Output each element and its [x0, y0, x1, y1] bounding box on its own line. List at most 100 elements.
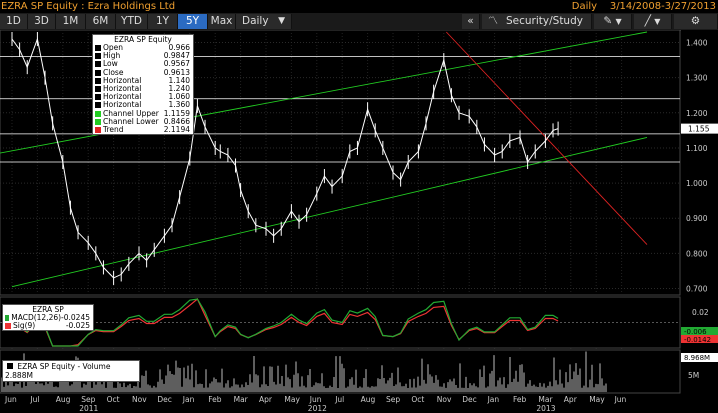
- security-study-button[interactable]: 〽 Security/Study: [482, 14, 592, 29]
- price-legend-label: Horizontal: [103, 83, 142, 93]
- month-tick-label: Mar: [234, 395, 249, 404]
- price-legend-row: Horizontal 1.140: [93, 75, 193, 85]
- price-legend-value: 1.140: [168, 75, 190, 85]
- macd-legend-label: Sig(9): [13, 321, 36, 331]
- legend-swatch: [95, 69, 101, 76]
- price-legend-value: 0.8466: [163, 116, 190, 126]
- month-tick-label: Oct: [411, 395, 424, 404]
- month-tick-label: May: [589, 395, 605, 404]
- month-tick-label: May: [284, 395, 300, 404]
- settings-button[interactable]: ⚙: [674, 14, 718, 29]
- double-chevron-left-icon: «: [467, 15, 474, 27]
- toolbar: 1D 3D 1M 6M YTD 1Y 5Y Max Daily ▼ « 〽 Se…: [0, 13, 718, 31]
- security-study-label: Security/Study: [506, 15, 583, 27]
- chevron-down-icon: ▼: [278, 16, 285, 26]
- collapse-button[interactable]: «: [462, 14, 480, 29]
- price-legend-value: 1.240: [168, 83, 190, 93]
- legend-swatch: [95, 77, 101, 84]
- range-button-ytd[interactable]: YTD: [116, 14, 148, 29]
- gear-icon: ⚙: [690, 15, 701, 27]
- price-legend: EZRA SP Equity Open 0.966 High 0.9847 Low 0.9…: [92, 34, 194, 136]
- year-tick-label: 2012: [308, 404, 327, 413]
- annotate-dropdown-icon: ▼: [654, 17, 661, 26]
- price-legend-row: Horizontal 1.240: [93, 83, 193, 93]
- month-tick-label: Jan: [487, 395, 500, 404]
- price-legend-value: 1.1159: [163, 108, 190, 118]
- month-tick-label: Jun: [4, 395, 17, 404]
- price-tick-label: 1.100: [686, 144, 708, 153]
- last-price-tag: [681, 123, 718, 134]
- volume-legend: EZRA SP Equity - Volume 2.888M: [2, 360, 140, 382]
- volume-legend-label: EZRA SP Equity - Volume: [17, 362, 111, 371]
- channel-lower-line: [11, 136, 648, 288]
- last-price-label: 1.155: [688, 125, 710, 134]
- price-legend-label: High: [103, 51, 121, 61]
- range-button-max[interactable]: Max: [208, 14, 236, 29]
- price-legend-label: Open: [103, 43, 124, 52]
- month-tick-label: Feb: [513, 395, 527, 404]
- macd-legend-row: Sig(9) -0.025: [3, 321, 93, 331]
- price-legend-value: 0.9567: [163, 59, 190, 69]
- month-tick-label: Aug: [56, 395, 71, 404]
- month-tick-label: Apr: [564, 395, 578, 404]
- price-legend-value: 1.360: [168, 100, 190, 110]
- range-button-6m[interactable]: 6M: [86, 14, 116, 29]
- price-legend-row: Horizontal 1.360: [93, 101, 193, 109]
- frequency-dropdown[interactable]: Daily ▼: [236, 14, 292, 29]
- range-button-1m[interactable]: 1M: [56, 14, 86, 29]
- macd-legend-row: MACD(12,26) -0.0245: [3, 313, 93, 322]
- volume-swatch: [7, 363, 13, 369]
- chart-study-icon: 〽: [488, 16, 498, 27]
- price-legend-label: Horizontal: [103, 92, 142, 102]
- macd-legend: EZRA SP MACD(12,26) -0.0245 Sig(9) -0.025: [2, 304, 94, 332]
- volume-legend-value: 2.888M: [5, 371, 33, 380]
- trend-line: [446, 31, 648, 245]
- volume-last-tag: [681, 353, 718, 362]
- macd-line: [11, 298, 559, 347]
- month-tick-label: Apr: [259, 395, 273, 404]
- legend-swatch: [95, 86, 101, 93]
- reference-lines: [0, 31, 680, 288]
- price-legend-value: 0.9613: [163, 67, 190, 77]
- range-button-1d[interactable]: 1D: [0, 14, 28, 29]
- price-tick-label: 0.900: [686, 214, 708, 223]
- year-tick-label: 2011: [79, 404, 98, 413]
- price-legend-row: Trend 2.1194: [93, 124, 193, 134]
- frequency-value: Daily: [242, 15, 269, 27]
- pencil-icon: ✎: [603, 15, 613, 27]
- volume-tick-label: 5M: [688, 371, 699, 380]
- price-legend-label: Channel Upper: [103, 108, 159, 118]
- macd-pane: 0.02 -0.006-0.0142: [0, 296, 718, 349]
- month-tick-label: Sep: [81, 395, 95, 404]
- month-tick-label: Jul: [29, 395, 39, 404]
- legend-swatch: [5, 315, 10, 322]
- month-tick-label: Feb: [208, 395, 222, 404]
- price-legend-value: 2.1194: [163, 124, 190, 134]
- range-button-5y[interactable]: 5Y: [178, 14, 208, 29]
- price-bars: [11, 32, 559, 285]
- price-legend-row: Open 0.966: [93, 43, 193, 52]
- legend-swatch: [95, 110, 101, 117]
- month-tick-label: Jul: [334, 395, 344, 404]
- price-legend-value: 0.966: [168, 43, 190, 52]
- price-legend-label: Channel Lower: [103, 116, 159, 126]
- macd-legend-label: MACD(12,26): [11, 313, 62, 322]
- price-legend-value: 0.9847: [163, 51, 190, 61]
- price-tick-label: 1.400: [686, 39, 708, 48]
- price-tick-label: 1.000: [686, 179, 708, 188]
- price-tick-label: 1.200: [686, 109, 708, 118]
- legend-swatch: [95, 94, 101, 101]
- legend-swatch: [95, 61, 101, 68]
- legend-swatch: [95, 45, 101, 52]
- annotate-button[interactable]: ╱ ▼: [634, 14, 672, 29]
- price-legend-row: High 0.9847: [93, 51, 193, 61]
- year-tick-label: 2013: [536, 404, 555, 413]
- month-tick-label: Sep: [386, 395, 400, 404]
- price-tick-label: 1.300: [686, 74, 708, 83]
- range-button-3d[interactable]: 3D: [28, 14, 56, 29]
- signal-last-tag: [681, 335, 718, 343]
- range-button-1y[interactable]: 1Y: [148, 14, 178, 29]
- edit-button[interactable]: ✎ ▼: [594, 14, 632, 29]
- month-tick-label: Aug: [361, 395, 376, 404]
- window-title-bar: EZRA SP Equity : Ezra Holdings Ltd Daily…: [0, 0, 718, 13]
